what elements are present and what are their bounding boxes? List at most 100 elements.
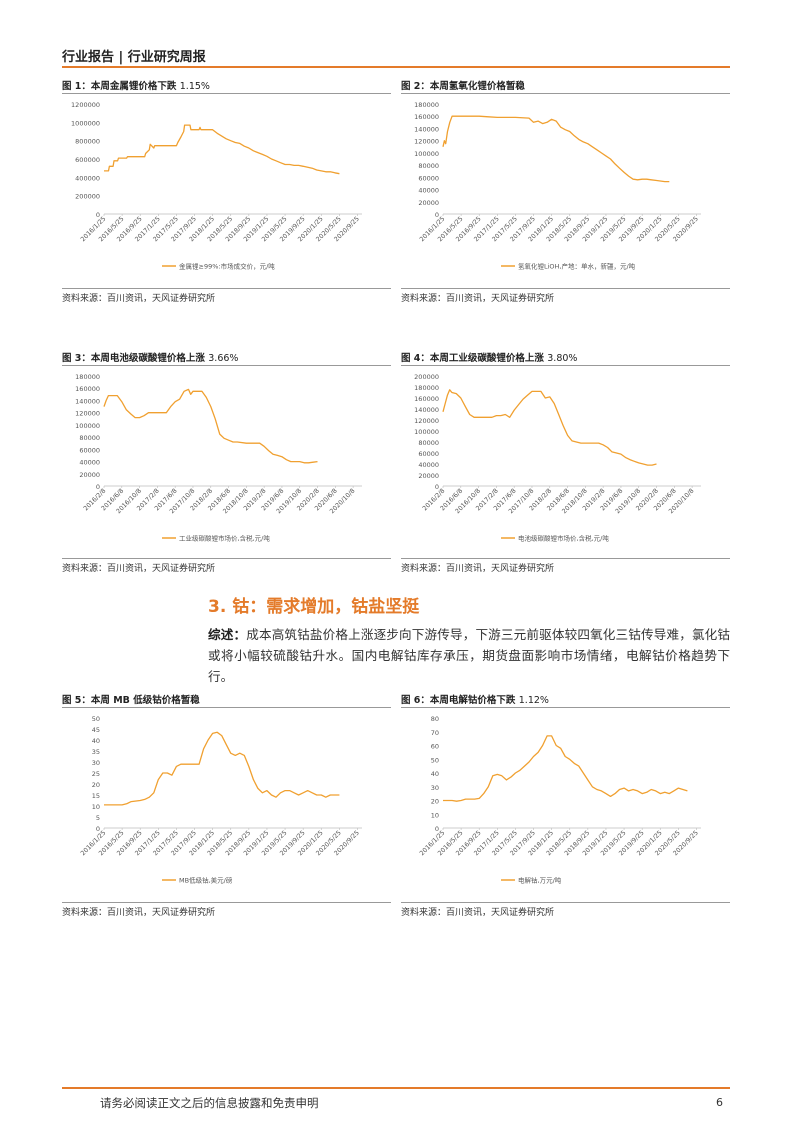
caption-value: 3.66% [208,353,239,364]
source-note: 资料来源：百川资讯，天风证券研究所 [62,908,216,918]
chart-caption: 图 1：本周金属锂价格下跌 1.15% [62,78,391,94]
y-tick-label: 40000 [418,461,439,469]
y-tick-label: 5 [96,814,100,822]
chart-caption: 图 2：本周氢氧化锂价格暂稳 [401,78,730,94]
source-rule [401,288,730,289]
y-tick-label: 10 [92,803,100,811]
y-tick-label: 20 [431,798,439,806]
y-tick-label: 30 [92,759,100,767]
caption-rule [62,365,391,366]
y-tick-label: 140000 [75,397,100,405]
line-chart: 051015202530354045502016/1/252016/5/2520… [80,715,362,885]
y-tick-label: 200000 [414,373,439,381]
y-tick-label: 40 [431,770,439,778]
y-tick-label: 1000000 [71,119,100,127]
y-tick-label: 45 [92,726,100,734]
report-header-title: 行业报告 | 行业研究周报 [62,50,206,65]
caption-prefix: 图 2： [401,81,430,92]
y-tick-label: 140000 [414,125,439,133]
y-tick-label: 80000 [79,434,100,442]
source-rule [401,902,730,903]
caption-prefix: 图 5： [62,695,91,706]
summary-lead: 综述： [208,627,247,642]
source-rule [401,558,730,559]
y-tick-label: 100000 [414,428,439,436]
y-tick-label: 40000 [418,187,439,195]
caption-title: 本周电解钴价格下跌 [429,695,516,706]
y-tick-label: 40 [92,737,100,745]
series-line [443,735,688,802]
series-line [104,124,340,175]
chart-caption: 图 6：本周电解钴价格下跌 1.12% [401,692,730,708]
y-tick-label: 100000 [75,422,100,430]
caption-rule [62,707,391,708]
legend-label: 电池级碳酸锂市场价,含税,元/吨 [518,534,609,543]
y-tick-label: 0 [435,211,439,219]
y-tick-label: 400000 [75,174,100,182]
y-tick-label: 35 [92,748,100,756]
source-note: 资料来源：百川资讯，天风证券研究所 [401,908,555,918]
source-note: 资料来源：百川资讯，天风证券研究所 [401,564,555,574]
summary-text: 成本高筑钴盐价格上涨逐步向下游传导，下游三元前驱体较四氧化三钴传导难，氯化钴或将… [208,627,731,684]
caption-title: 本周金属锂价格下跌 [90,81,177,92]
legend-label: 工业级碳酸锂市场价,含税,元/吨 [179,534,270,543]
y-tick-label: 50 [92,715,100,723]
footer-rule [62,1087,730,1089]
y-tick-label: 70 [431,729,439,737]
caption-rule [401,707,730,708]
legend-label: 金属锂≥99%:市场成交价，元/吨 [179,262,275,271]
source-note: 资料来源：百川资讯，天风证券研究所 [62,294,216,304]
y-tick-label: 180000 [414,384,439,392]
line-chart: 0200000400000600000800000100000012000002… [71,101,362,271]
series-line [103,388,318,464]
y-tick-label: 25 [92,770,100,778]
y-tick-label: 120000 [75,410,100,418]
caption-prefix: 图 4： [401,353,430,364]
y-tick-label: 120000 [414,138,439,146]
series-line [104,731,340,806]
y-tick-label: 800000 [75,138,100,146]
y-tick-label: 0 [435,483,439,491]
y-tick-label: 20000 [79,471,100,479]
legend-label: 氢氧化锂LiOH,产地：单水，新疆，元/吨 [518,262,636,271]
line-chart: 010203040506070802016/1/252016/5/252016/… [419,715,701,885]
y-tick-label: 20000 [418,199,439,207]
source-rule [62,902,391,903]
caption-value: 1.15% [179,81,210,92]
section-summary: 综述：成本高筑钴盐价格上涨逐步向下游传导，下游三元前驱体较四氧化三钴传导难，氯化… [208,624,730,687]
chart-caption: 图 3：本周电池级碳酸锂价格上涨 3.66% [62,350,391,366]
y-tick-label: 20 [92,781,100,789]
y-tick-label: 1200000 [71,101,100,109]
source-rule [62,288,391,289]
line-chart: 0 20000 40000 60000 80000 100000 120000 140000 1… [414,101,701,271]
caption-prefix: 图 6： [401,695,430,706]
series-line [442,115,670,183]
caption-prefix: 图 3： [62,353,91,364]
chart-caption: 图 4：本周工业级碳酸锂价格上涨 3.80% [401,350,730,366]
legend-label: MB低级钴,美元/磅 [179,876,233,885]
header-rule [62,66,730,68]
y-tick-label: 120000 [414,417,439,425]
section-heading: 3. 钴：需求增加，钴盐坚挺 [208,597,420,617]
y-tick-label: 50 [431,756,439,764]
chart-caption: 图 5：本周 MB 低级钴价格暂稳 [62,692,391,708]
caption-title: 本周工业级碳酸锂价格上涨 [429,353,544,364]
legend-label: 电解钴,万元/吨 [518,876,562,885]
caption-value: 1.12% [518,695,549,706]
y-tick-label: 80000 [418,162,439,170]
line-chart: 0 20000 40000 60000 80000 100000 120000 140000 1… [75,373,362,543]
y-tick-label: 0 [96,211,100,219]
y-tick-label: 160000 [414,113,439,121]
y-tick-label: 60000 [79,446,100,454]
y-tick-label: 140000 [414,406,439,414]
caption-rule [62,93,391,94]
page-number: 6 [716,1096,723,1109]
source-note: 资料来源：百川资讯，天风证券研究所 [62,564,216,574]
y-tick-label: 600000 [75,156,100,164]
y-tick-label: 40000 [79,459,100,467]
y-tick-label: 20000 [418,472,439,480]
y-tick-label: 0 [435,825,439,833]
y-tick-label: 200000 [75,193,100,201]
caption-title: 本周 MB 低级钴价格暂稳 [90,695,200,706]
y-tick-label: 60000 [418,450,439,458]
